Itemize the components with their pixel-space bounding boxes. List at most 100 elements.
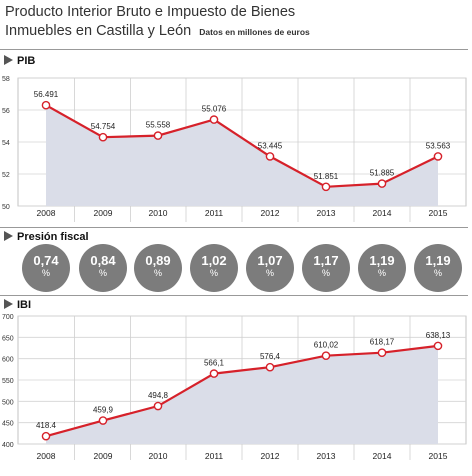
section-pib: PIB <box>4 55 35 67</box>
ibi-y-tick: 400 <box>2 442 14 449</box>
pib-x-tick: 2010 <box>149 208 168 218</box>
percent-sign: % <box>209 268 218 278</box>
pib-x-tick: 2008 <box>37 208 56 218</box>
ibi-data-label: 566,1 <box>204 359 225 368</box>
presion-circle: 1,19% <box>414 244 462 292</box>
title-line-2: Inmuebles en Castilla y León <box>5 23 192 39</box>
section-presion: Presión fiscal <box>4 231 89 243</box>
pib-x-tick: 2014 <box>373 208 392 218</box>
pib-x-tick: 2009 <box>94 208 113 218</box>
pib-point <box>433 152 443 161</box>
triangle-icon <box>4 231 13 241</box>
ibi-y-tick: 450 <box>2 421 14 428</box>
pib-chart: 50 52 54 56 58 56.491 54.754 55.558 55.076 53.445… <box>2 76 467 222</box>
presion-value: 0,84 <box>90 253 116 268</box>
pib-y-tick: 56 <box>2 108 10 115</box>
ibi-x-tick: 2008 <box>37 451 56 461</box>
ibi-data-label: 494,8 <box>148 391 169 400</box>
ibi-data-label: 638,13 <box>426 331 451 340</box>
pib-data-label: 56.491 <box>34 90 59 99</box>
ibi-x-tick: 2009 <box>94 451 113 461</box>
ibi-area <box>46 345 438 444</box>
triangle-icon <box>4 299 13 309</box>
triangle-icon <box>4 55 13 65</box>
ibi-point <box>321 351 331 360</box>
ibi-x-tick: 2012 <box>261 451 280 461</box>
pib-y-tick: 54 <box>2 140 10 147</box>
ibi-point <box>98 416 108 425</box>
presion-value: 1,17 <box>313 253 339 268</box>
ibi-series-line <box>45 344 439 438</box>
pib-x-tick: 2012 <box>261 208 280 218</box>
presion-circle: 1,02% <box>190 244 238 292</box>
percent-sign: % <box>265 268 274 278</box>
pib-y-tick: 58 <box>2 76 10 83</box>
ibi-point <box>153 401 163 411</box>
ibi-data-label: 418.4 <box>36 421 57 430</box>
ibi-point <box>209 369 219 378</box>
percent-sign: % <box>321 268 330 278</box>
presion-value: 1,07 <box>257 253 283 268</box>
ibi-y-tick: 550 <box>2 378 14 385</box>
pib-point <box>377 179 387 188</box>
ibi-point <box>265 362 275 372</box>
ibi-y-tick: 500 <box>2 399 14 406</box>
presion-value: 0,89 <box>145 253 171 268</box>
percent-sign: % <box>377 268 386 278</box>
presion-circle: 1,19% <box>358 244 406 292</box>
ibi-data-label: 610,02 <box>314 341 339 350</box>
presion-circle: 0,74% <box>22 244 70 292</box>
subtitle-note: Datos en millones de euros <box>199 27 310 37</box>
pib-data-label: 55.076 <box>202 105 227 114</box>
ibi-x-tick: 2010 <box>149 451 168 461</box>
percent-sign: % <box>41 268 50 278</box>
pib-x-tick: 2015 <box>429 208 448 218</box>
pib-y-tick: 50 <box>2 204 10 211</box>
ibi-x-tick: 2014 <box>373 451 392 461</box>
pib-point <box>98 132 108 142</box>
pib-x-tick: 2011 <box>205 208 224 218</box>
ibi-y-tick: 650 <box>2 335 14 342</box>
presion-circle: 0,89% <box>134 244 182 292</box>
presion-title: Presión fiscal <box>17 231 89 243</box>
pib-point <box>41 100 51 110</box>
pib-data-label: 53.563 <box>426 141 451 150</box>
pib-data-label: 54.754 <box>91 122 116 131</box>
ibi-x-tick: 2013 <box>317 451 336 461</box>
presion-circle: 1,07% <box>246 244 294 292</box>
pib-area <box>46 105 438 206</box>
pib-point <box>209 115 219 124</box>
presion-value: 1,02 <box>201 253 227 268</box>
ibi-data-label: 576,4 <box>260 352 281 361</box>
presion-value: 1,19 <box>369 253 395 268</box>
presion-value: 0,74 <box>33 253 59 268</box>
ibi-chart: 400 450 500 550 600 650 700 418.4 459,9 494,8 566,… <box>2 314 467 461</box>
divider <box>0 49 468 50</box>
pib-y-tick: 52 <box>2 172 10 179</box>
ibi-point <box>41 431 51 441</box>
presion-value: 1,19 <box>425 253 451 268</box>
percent-sign: % <box>98 268 107 278</box>
ibi-data-label: 618,17 <box>370 338 395 347</box>
ibi-y-tick: 700 <box>2 314 14 321</box>
pib-point <box>265 152 275 161</box>
divider <box>0 295 468 296</box>
pib-series-line <box>45 104 439 188</box>
pib-x-tick: 2013 <box>317 208 336 218</box>
divider <box>0 227 468 228</box>
chart-title: Producto Interior Bruto e Impuesto de Bi… <box>5 3 467 42</box>
pib-data-label: 51.885 <box>370 169 395 178</box>
pib-data-label: 51.851 <box>314 172 339 181</box>
percent-sign: % <box>433 268 442 278</box>
ibi-y-tick: 600 <box>2 357 14 364</box>
ibi-title: IBI <box>17 299 32 311</box>
ibi-point <box>433 341 443 351</box>
percent-sign: % <box>153 268 162 278</box>
title-line-1: Producto Interior Bruto e Impuesto de Bi… <box>5 4 296 20</box>
presion-circle: 0,84% <box>79 244 127 292</box>
ibi-point <box>377 348 387 357</box>
pib-data-label: 53.445 <box>258 141 283 150</box>
section-ibi: IBI <box>4 299 31 311</box>
pib-title: PIB <box>17 55 36 67</box>
ibi-x-tick: 2015 <box>429 451 448 461</box>
